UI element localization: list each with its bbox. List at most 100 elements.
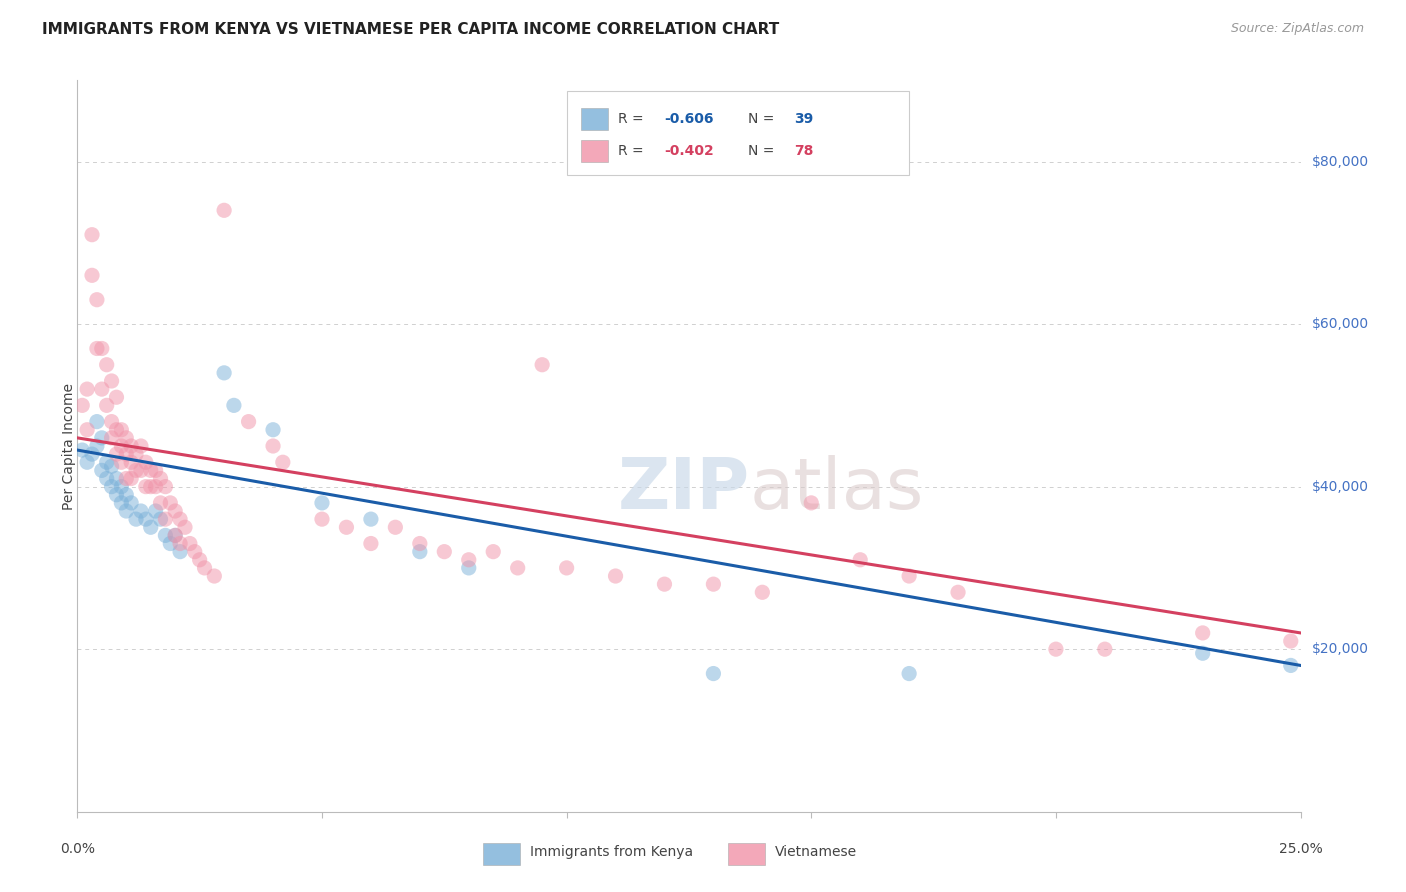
Text: R =: R = bbox=[619, 112, 648, 126]
Point bbox=[262, 439, 284, 453]
Point bbox=[120, 496, 142, 510]
Point bbox=[96, 398, 118, 412]
Point bbox=[100, 459, 122, 474]
Point bbox=[86, 439, 108, 453]
Point bbox=[1279, 658, 1302, 673]
Bar bbox=[484, 843, 520, 865]
Point bbox=[1279, 634, 1302, 648]
Point bbox=[149, 496, 172, 510]
Point bbox=[169, 544, 191, 558]
Text: atlas: atlas bbox=[751, 456, 925, 524]
Bar bbox=[581, 108, 609, 130]
Point bbox=[80, 447, 103, 461]
Point bbox=[605, 569, 627, 583]
Point bbox=[1045, 642, 1067, 657]
Point bbox=[100, 415, 122, 429]
Text: 0.0%: 0.0% bbox=[60, 842, 94, 856]
Point bbox=[184, 544, 207, 558]
Text: N =: N = bbox=[748, 145, 779, 158]
Point bbox=[212, 366, 235, 380]
Point bbox=[120, 455, 142, 469]
Text: -0.606: -0.606 bbox=[665, 112, 714, 126]
Point bbox=[129, 463, 152, 477]
Text: 25.0%: 25.0% bbox=[1278, 842, 1323, 856]
Point bbox=[311, 512, 333, 526]
Point bbox=[145, 504, 167, 518]
Point bbox=[311, 496, 333, 510]
Point bbox=[125, 463, 148, 477]
Text: Immigrants from Kenya: Immigrants from Kenya bbox=[530, 845, 693, 859]
Point bbox=[70, 398, 93, 412]
Text: ZIP: ZIP bbox=[617, 456, 751, 524]
Point bbox=[155, 512, 177, 526]
Point bbox=[90, 431, 112, 445]
Point bbox=[1094, 642, 1116, 657]
Point bbox=[165, 504, 187, 518]
Point bbox=[100, 480, 122, 494]
Bar bbox=[581, 140, 609, 162]
Point bbox=[96, 455, 118, 469]
Point bbox=[212, 203, 235, 218]
Point bbox=[179, 536, 201, 550]
Point bbox=[96, 471, 118, 485]
Point bbox=[70, 443, 93, 458]
Point bbox=[702, 666, 724, 681]
Point bbox=[222, 398, 245, 412]
Point bbox=[76, 382, 98, 396]
Point bbox=[384, 520, 406, 534]
Bar bbox=[728, 843, 765, 865]
Point bbox=[751, 585, 773, 599]
Point bbox=[360, 536, 382, 550]
Point bbox=[115, 447, 138, 461]
Point bbox=[1191, 646, 1213, 660]
Point bbox=[135, 480, 157, 494]
Point bbox=[76, 455, 98, 469]
Point bbox=[135, 512, 157, 526]
Point bbox=[125, 447, 148, 461]
Point bbox=[96, 358, 118, 372]
Point bbox=[100, 374, 122, 388]
Text: $40,000: $40,000 bbox=[1312, 480, 1368, 493]
Point bbox=[90, 463, 112, 477]
Point bbox=[135, 455, 157, 469]
Text: N =: N = bbox=[748, 112, 779, 126]
Point bbox=[169, 536, 191, 550]
Point bbox=[105, 447, 128, 461]
Point bbox=[193, 561, 215, 575]
Text: $60,000: $60,000 bbox=[1312, 317, 1369, 331]
Point bbox=[271, 455, 294, 469]
Point bbox=[129, 439, 152, 453]
Point bbox=[149, 471, 172, 485]
Point bbox=[946, 585, 969, 599]
Text: R =: R = bbox=[619, 145, 648, 158]
Point bbox=[165, 528, 187, 542]
Point bbox=[105, 471, 128, 485]
Point bbox=[129, 504, 152, 518]
Point bbox=[238, 415, 260, 429]
Point bbox=[174, 520, 197, 534]
Point bbox=[409, 544, 432, 558]
Point bbox=[149, 512, 172, 526]
Point bbox=[115, 504, 138, 518]
Point bbox=[80, 227, 103, 242]
FancyBboxPatch shape bbox=[567, 91, 910, 176]
Text: $20,000: $20,000 bbox=[1312, 642, 1368, 657]
Point bbox=[110, 423, 132, 437]
Point bbox=[86, 293, 108, 307]
Point bbox=[110, 480, 132, 494]
Point bbox=[110, 439, 132, 453]
Point bbox=[125, 512, 148, 526]
Point bbox=[110, 496, 132, 510]
Point bbox=[433, 544, 456, 558]
Point bbox=[702, 577, 724, 591]
Point bbox=[90, 342, 112, 356]
Point bbox=[169, 512, 191, 526]
Point bbox=[898, 666, 921, 681]
Point bbox=[654, 577, 676, 591]
Text: -0.402: -0.402 bbox=[665, 145, 714, 158]
Point bbox=[105, 390, 128, 404]
Point bbox=[86, 342, 108, 356]
Point bbox=[506, 561, 529, 575]
Point bbox=[188, 553, 211, 567]
Point bbox=[139, 520, 162, 534]
